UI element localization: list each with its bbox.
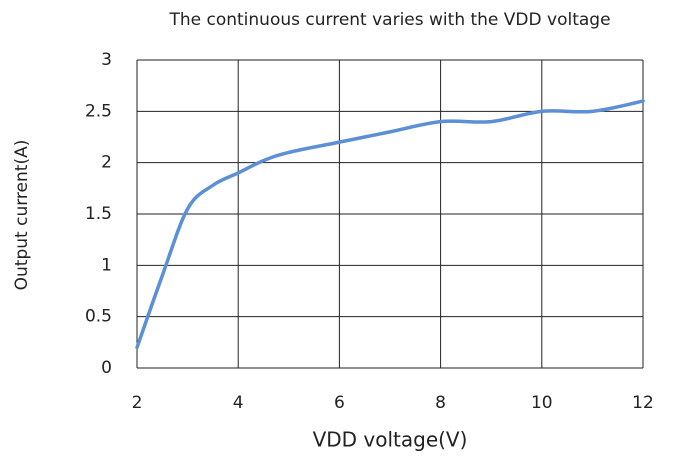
x-tick-label: 10 xyxy=(531,393,553,413)
y-tick-label: 1 xyxy=(101,255,112,275)
y-tick-label: 3 xyxy=(101,50,112,70)
x-tick-label: 12 xyxy=(632,393,654,413)
x-tick-label: 8 xyxy=(435,393,446,413)
y-tick-label: 0.5 xyxy=(85,307,112,327)
y-tick-label: 1.5 xyxy=(85,204,112,224)
x-tick-label: 2 xyxy=(132,393,143,413)
x-tick-label: 4 xyxy=(233,393,244,413)
x-tick-label: 6 xyxy=(334,393,345,413)
y-tick-label: 2.5 xyxy=(85,101,112,121)
y-tick-label: 0 xyxy=(101,358,112,378)
y-tick-label: 2 xyxy=(101,153,112,173)
chart-title: The continuous current varies with the V… xyxy=(168,10,610,30)
y-axis-label: Output current(A) xyxy=(12,140,32,291)
x-axis-label: VDD voltage(V) xyxy=(313,428,468,452)
data-line xyxy=(135,99,645,350)
